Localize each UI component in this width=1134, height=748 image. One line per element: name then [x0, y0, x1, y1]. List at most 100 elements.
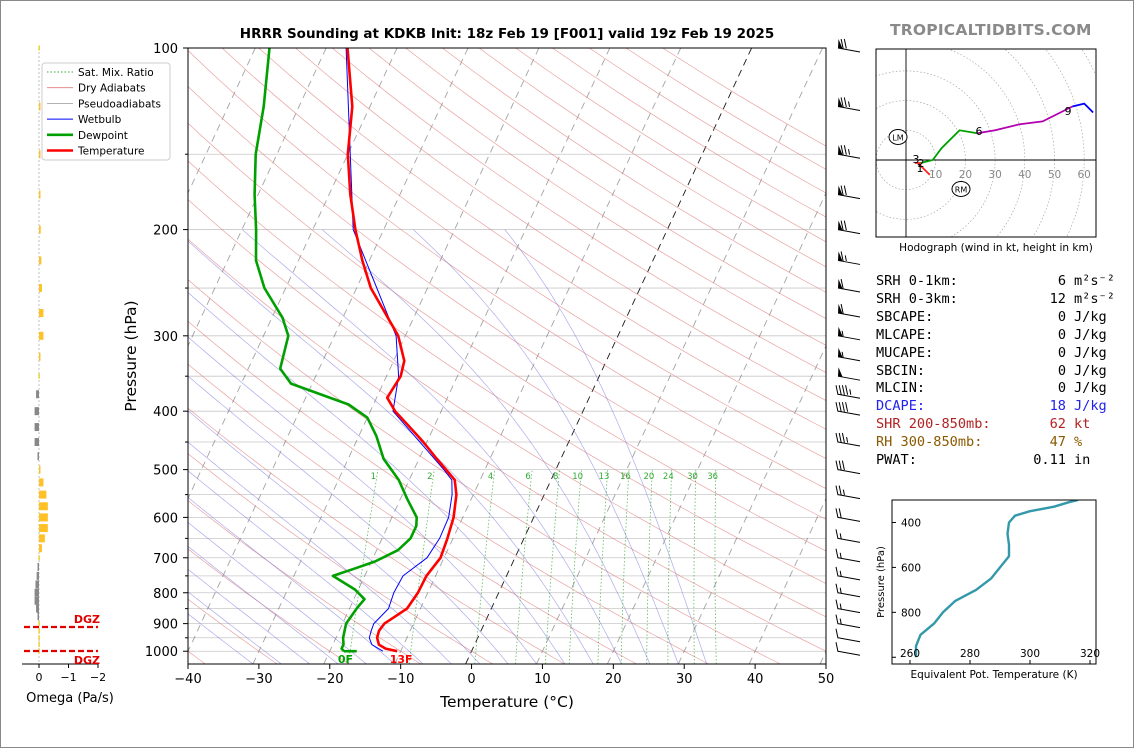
mixing-ratio-line	[568, 469, 582, 664]
omega-bar	[39, 150, 41, 159]
omega-tick-label: 0	[36, 671, 43, 684]
omega-bar	[37, 612, 39, 621]
dry-adiabat	[188, 598, 278, 664]
stat-row: PWAT: 0.11 in	[876, 452, 1115, 470]
stat-value: 12	[1049, 290, 1066, 307]
stat-row: SBCAPE: 0 J/kg	[876, 309, 1115, 327]
stat-row: RH 300-850mb: 47%	[876, 434, 1115, 452]
omega-bar	[36, 390, 39, 399]
legend-entry: Wetbulb	[78, 114, 122, 126]
skewt-plot-area	[188, 48, 826, 664]
dry-adiabat	[188, 363, 637, 664]
temperature-profile	[346, 48, 458, 653]
omega-bar	[39, 225, 41, 234]
hodograph-height-label: 6	[976, 125, 983, 138]
theta-e-y-tick-label: 600	[901, 562, 921, 574]
stat-value: 0	[1057, 326, 1066, 343]
theta-e-x-tick-label: 280	[960, 648, 980, 660]
stat-value: 6	[1057, 273, 1066, 289]
isotherm	[188, 48, 398, 500]
omega-bar	[39, 256, 42, 265]
stat-value: 0	[1057, 344, 1066, 361]
dry-adiabat	[331, 48, 826, 374]
hodograph-height-label: 2	[918, 157, 925, 170]
wind-barb	[837, 220, 861, 235]
omega-bar	[38, 555, 40, 561]
pseudo-adiabat	[242, 229, 622, 664]
theta-e-x-tick-label: 300	[1020, 648, 1040, 660]
mixing-ratio-label: 2	[427, 472, 432, 482]
legend: Sat. Mix. Ratio Dry Adiabats Pseudoadiabat…	[41, 62, 171, 161]
wind-barb	[837, 97, 861, 111]
omega-bar	[39, 478, 44, 487]
pseudo-adiabat	[188, 410, 481, 664]
stats-panel: SRH 0-1km: 6 m²s⁻² SRH 0-3km: 12 m²s⁻² SBCAPE:…	[876, 273, 1115, 470]
hodograph-segment	[920, 129, 978, 164]
wind-barb	[835, 485, 861, 500]
omega-bar	[35, 580, 39, 589]
stat-row: MLCIN: 0 J/kg	[876, 380, 1115, 398]
dgz-label: DGZ	[74, 654, 100, 667]
omega-bar	[39, 352, 41, 361]
x-tick-label: 50	[818, 672, 835, 687]
legend-entry: Dewpoint	[78, 130, 128, 142]
wind-barb	[837, 278, 861, 293]
omega-bar	[34, 423, 39, 432]
pseudo-adiabat	[188, 240, 594, 664]
omega-bar	[39, 534, 45, 543]
pseudo-adiabat	[188, 545, 339, 664]
hodograph-tick-label: 20	[959, 169, 972, 181]
wind-barb	[835, 529, 861, 543]
theta-e-x-tick-label: 320	[1080, 648, 1100, 660]
pseudo-adiabat	[188, 470, 424, 664]
omega-bar	[39, 513, 48, 522]
x-axis-label: Temperature (°C)	[439, 693, 574, 711]
isotherm	[536, 48, 823, 664]
omega-bar	[39, 502, 48, 511]
wind-barb	[835, 614, 861, 629]
omega-bar	[38, 628, 40, 634]
brand-watermark: TROPICALTIDBITS.COM	[890, 21, 1092, 39]
hodograph-area	[876, 49, 1096, 237]
theta-e-profile	[914, 500, 1079, 658]
pseudo-adiabat	[188, 441, 452, 664]
isotherm	[252, 48, 540, 664]
omega-tick-label: −2	[90, 671, 106, 684]
dry-adiabat	[258, 48, 826, 430]
dry-adiabat	[188, 49, 826, 489]
skewt-frame	[187, 47, 827, 665]
omega-bar	[34, 596, 39, 605]
x-tick-label: 0	[467, 672, 475, 687]
stat-value: 0	[1057, 308, 1066, 325]
storm-motion-label: RM	[955, 186, 968, 195]
dry-adiabat	[188, 548, 350, 664]
stat-value: 0	[1057, 380, 1066, 397]
x-tick-label: −40	[174, 672, 201, 687]
mixing-ratio-label: 16	[620, 472, 631, 482]
stat-row: SRH 0-3km: 12 m²s⁻²	[876, 291, 1115, 309]
stat-row: SHR 200-850mb: 62 kt	[876, 416, 1115, 434]
hodograph-segment	[914, 162, 931, 176]
pseudo-adiabat	[188, 496, 395, 664]
stat-unit: in	[1074, 452, 1091, 469]
stat-row: MLCAPE: 0 J/kg	[876, 327, 1115, 345]
stat-unit: J/kg	[1074, 362, 1107, 379]
stat-label: MLCAPE:	[876, 326, 934, 343]
y-tick-label: 900	[153, 618, 178, 633]
dry-adiabat	[405, 48, 826, 319]
theta-e-x-label: Equivalent Pot. Temperature (K)	[910, 669, 1077, 681]
x-tick-label: −20	[316, 672, 343, 687]
pseudo-adiabat	[188, 613, 254, 664]
stat-label: MUCAPE:	[876, 344, 934, 361]
hodograph-height-label: 3	[913, 153, 920, 166]
hodograph-title: Hodograph (wind in kt, height in km)	[899, 242, 1093, 254]
wind-barb	[837, 347, 861, 362]
wind-barb	[835, 642, 861, 656]
hodograph-tick-label: 30	[988, 169, 1001, 181]
stat-unit: J/kg	[1074, 344, 1107, 361]
wind-barb	[837, 303, 861, 318]
dry-adiabat	[368, 48, 826, 346]
omega-bar	[39, 465, 41, 474]
hodograph-frame	[875, 48, 1097, 238]
dgz-label: DGZ	[74, 613, 100, 626]
